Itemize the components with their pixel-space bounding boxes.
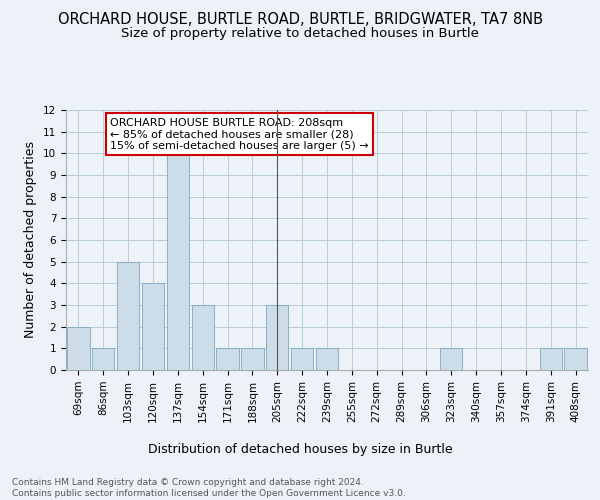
Text: Distribution of detached houses by size in Burtle: Distribution of detached houses by size … <box>148 442 452 456</box>
Bar <box>167 154 189 370</box>
Text: ORCHARD HOUSE, BURTLE ROAD, BURTLE, BRIDGWATER, TA7 8NB: ORCHARD HOUSE, BURTLE ROAD, BURTLE, BRID… <box>58 12 542 28</box>
Bar <box>191 305 214 370</box>
Bar <box>241 348 263 370</box>
Bar <box>142 284 164 370</box>
Bar <box>539 348 562 370</box>
Text: Contains HM Land Registry data © Crown copyright and database right 2024.
Contai: Contains HM Land Registry data © Crown c… <box>12 478 406 498</box>
Bar <box>67 326 89 370</box>
Bar <box>316 348 338 370</box>
Bar <box>217 348 239 370</box>
Text: ORCHARD HOUSE BURTLE ROAD: 208sqm
← 85% of detached houses are smaller (28)
15% : ORCHARD HOUSE BURTLE ROAD: 208sqm ← 85% … <box>110 118 369 151</box>
Bar <box>92 348 115 370</box>
Text: Size of property relative to detached houses in Burtle: Size of property relative to detached ho… <box>121 28 479 40</box>
Bar <box>117 262 139 370</box>
Bar <box>440 348 463 370</box>
Bar <box>565 348 587 370</box>
Bar <box>266 305 289 370</box>
Bar <box>291 348 313 370</box>
Y-axis label: Number of detached properties: Number of detached properties <box>25 142 37 338</box>
